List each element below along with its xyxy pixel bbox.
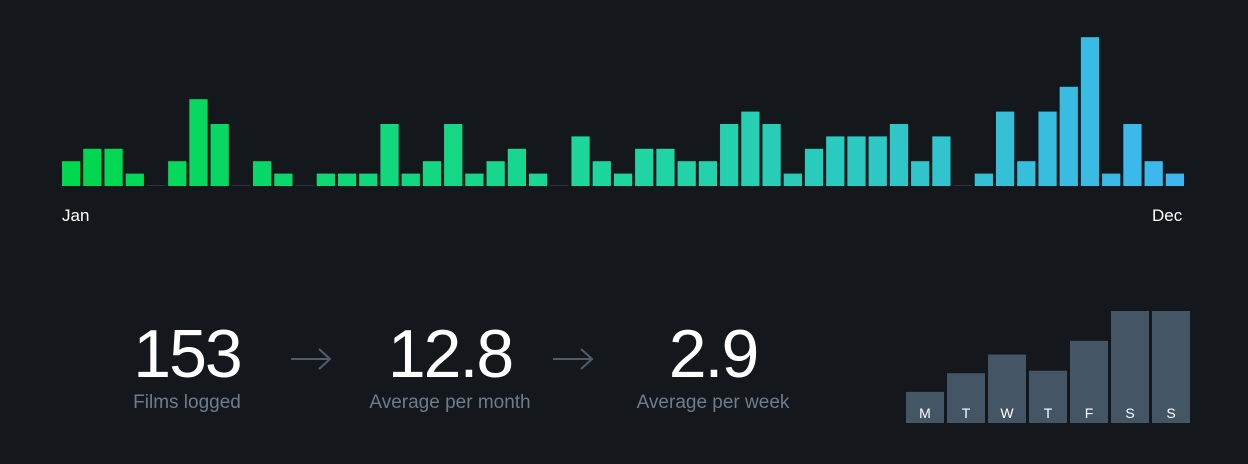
- right-arrow-icon: [553, 348, 594, 370]
- week-bar: [889, 124, 909, 186]
- week-bar: [337, 173, 357, 186]
- weekday-label: T: [1044, 405, 1053, 421]
- weekday-label: M: [919, 405, 931, 421]
- week-bar: [359, 173, 378, 186]
- week-bar: [656, 148, 675, 186]
- films-logged-stat: 153 Films logged: [110, 318, 264, 414]
- week-bar: [592, 161, 611, 186]
- week-bar: [1080, 37, 1100, 187]
- week-bar: [104, 148, 123, 186]
- week-bar: [486, 161, 505, 186]
- week-bar: [1144, 161, 1163, 186]
- weekday-bar: [988, 354, 1026, 423]
- weekday-bar: [1070, 340, 1108, 423]
- week-bar: [868, 136, 887, 186]
- week-bar: [1165, 173, 1185, 186]
- weekday-label: S: [1125, 405, 1134, 421]
- week-bar: [83, 148, 102, 186]
- week-bar: [720, 124, 739, 186]
- weekday-bar: [1111, 311, 1149, 423]
- week-bar: [1059, 86, 1078, 186]
- week-bar: [974, 173, 993, 186]
- week-empty-tick: [295, 185, 314, 186]
- average-per-week-value: 2.9: [668, 316, 760, 392]
- week-bar: [804, 148, 824, 186]
- week-bar: [125, 173, 144, 186]
- average-per-month-stat: 12.8 Average per month: [350, 318, 550, 414]
- week-bar: [613, 173, 633, 186]
- weekday-label: S: [1166, 405, 1175, 421]
- week-bar: [210, 124, 229, 186]
- week-bar: [401, 173, 420, 186]
- week-empty-tick: [231, 185, 251, 186]
- axis-end-label: Dec: [1152, 206, 1183, 225]
- films-logged-label: Films logged: [133, 392, 241, 413]
- weekday-bar: [947, 373, 985, 423]
- week-bar: [762, 124, 781, 186]
- average-per-month-label: Average per month: [369, 392, 531, 413]
- weekday-bar: [1029, 370, 1067, 423]
- weekday-label: F: [1085, 405, 1094, 421]
- average-per-week-stat: 2.9 Average per week: [620, 318, 806, 414]
- weekday-bar: [1152, 311, 1190, 423]
- weekly-films-chart: [62, 37, 1185, 187]
- week-bar: [168, 161, 187, 186]
- week-bar: [847, 136, 866, 186]
- week-bar: [274, 173, 293, 186]
- week-bar: [253, 161, 272, 186]
- week-bar: [528, 173, 548, 186]
- week-bar: [932, 136, 951, 186]
- week-bar: [380, 124, 399, 186]
- week-bar: [62, 161, 81, 186]
- week-empty-tick: [550, 185, 569, 186]
- week-bar: [1038, 111, 1057, 186]
- week-bar: [783, 173, 802, 186]
- week-bar: [635, 148, 654, 186]
- week-bar: [698, 161, 718, 186]
- week-bar: [571, 136, 590, 186]
- week-bar: [677, 161, 696, 186]
- week-bar: [826, 136, 845, 186]
- week-bar: [995, 111, 1015, 186]
- week-bar: [444, 124, 463, 186]
- weekday-label: T: [962, 405, 971, 421]
- week-bar: [1017, 161, 1036, 186]
- average-per-week-label: Average per week: [636, 392, 790, 413]
- weekday-label: W: [1000, 405, 1014, 421]
- weekday-bar: [906, 391, 944, 423]
- axis-start-label: Jan: [62, 206, 90, 225]
- average-per-month-value: 12.8: [387, 316, 514, 392]
- right-arrow-icon: [291, 348, 332, 370]
- week-bar: [1123, 124, 1142, 186]
- week-bar: [1102, 173, 1121, 186]
- week-bar: [507, 148, 526, 186]
- week-bar: [189, 99, 208, 186]
- week-empty-tick: [146, 185, 166, 186]
- week-bar: [741, 111, 760, 186]
- week-bar: [422, 161, 442, 186]
- films-logged-value: 153: [133, 316, 242, 392]
- week-bar: [465, 173, 484, 186]
- week-bar: [316, 173, 335, 186]
- week-bar: [911, 161, 930, 186]
- week-empty-tick: [953, 185, 972, 186]
